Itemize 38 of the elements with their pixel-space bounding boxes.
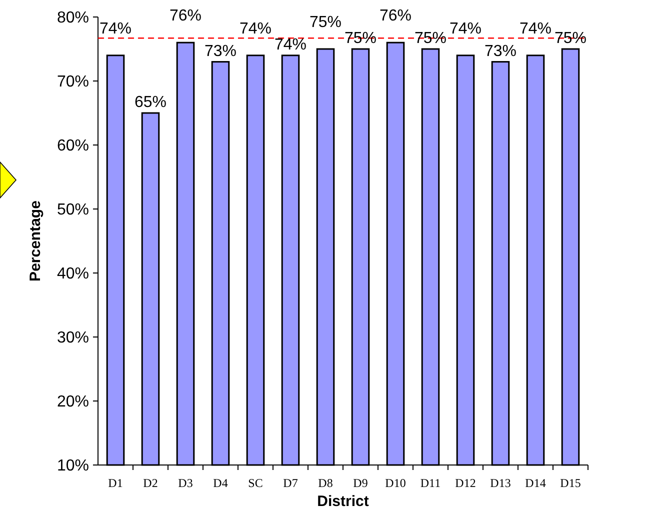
x-axis-title: District (317, 493, 369, 510)
x-tick-label: D10 (385, 476, 406, 490)
y-axis-title: Percentage (27, 200, 44, 282)
data-label: 76% (379, 8, 412, 25)
x-tick-label: D2 (143, 476, 158, 490)
x-tick-label: D7 (283, 476, 298, 490)
data-label: 74% (519, 20, 552, 38)
data-label: 76% (169, 8, 202, 25)
x-tick-label: SC (248, 476, 263, 490)
y-tick-label: 40% (56, 266, 89, 283)
x-tick-label: D1 (108, 476, 123, 490)
data-label: 75% (414, 30, 447, 47)
y-tick-label: 60% (56, 138, 89, 155)
data-label: 74% (99, 20, 132, 38)
y-tick-label: 80% (56, 10, 89, 27)
data-label: 65% (134, 94, 167, 111)
x-tick-label: D15 (560, 476, 581, 490)
x-tick-label: D11 (420, 476, 441, 490)
x-tick-label: D3 (178, 476, 193, 490)
x-tick-label: D4 (213, 476, 228, 490)
x-tick-label: D8 (318, 476, 333, 490)
data-label: 75% (554, 30, 587, 47)
y-tick-label: 10% (56, 458, 89, 475)
x-tick-label: D14 (525, 476, 546, 490)
y-tick-label: 30% (56, 330, 89, 347)
y-tick-label: 50% (56, 202, 89, 219)
y-tick-label: 20% (56, 394, 89, 411)
data-label: 74% (239, 20, 272, 38)
data-label: 74% (274, 36, 307, 54)
data-label: 73% (484, 42, 517, 60)
y-tick-label: 70% (56, 74, 89, 91)
data-label: 73% (204, 42, 237, 60)
x-tick-label: D9 (353, 476, 368, 490)
data-label: 75% (344, 30, 377, 47)
data-label: 74% (449, 20, 482, 38)
x-tick-label: D13 (490, 476, 511, 490)
data-label: 75% (309, 14, 342, 31)
x-tick-label: D12 (455, 476, 476, 490)
